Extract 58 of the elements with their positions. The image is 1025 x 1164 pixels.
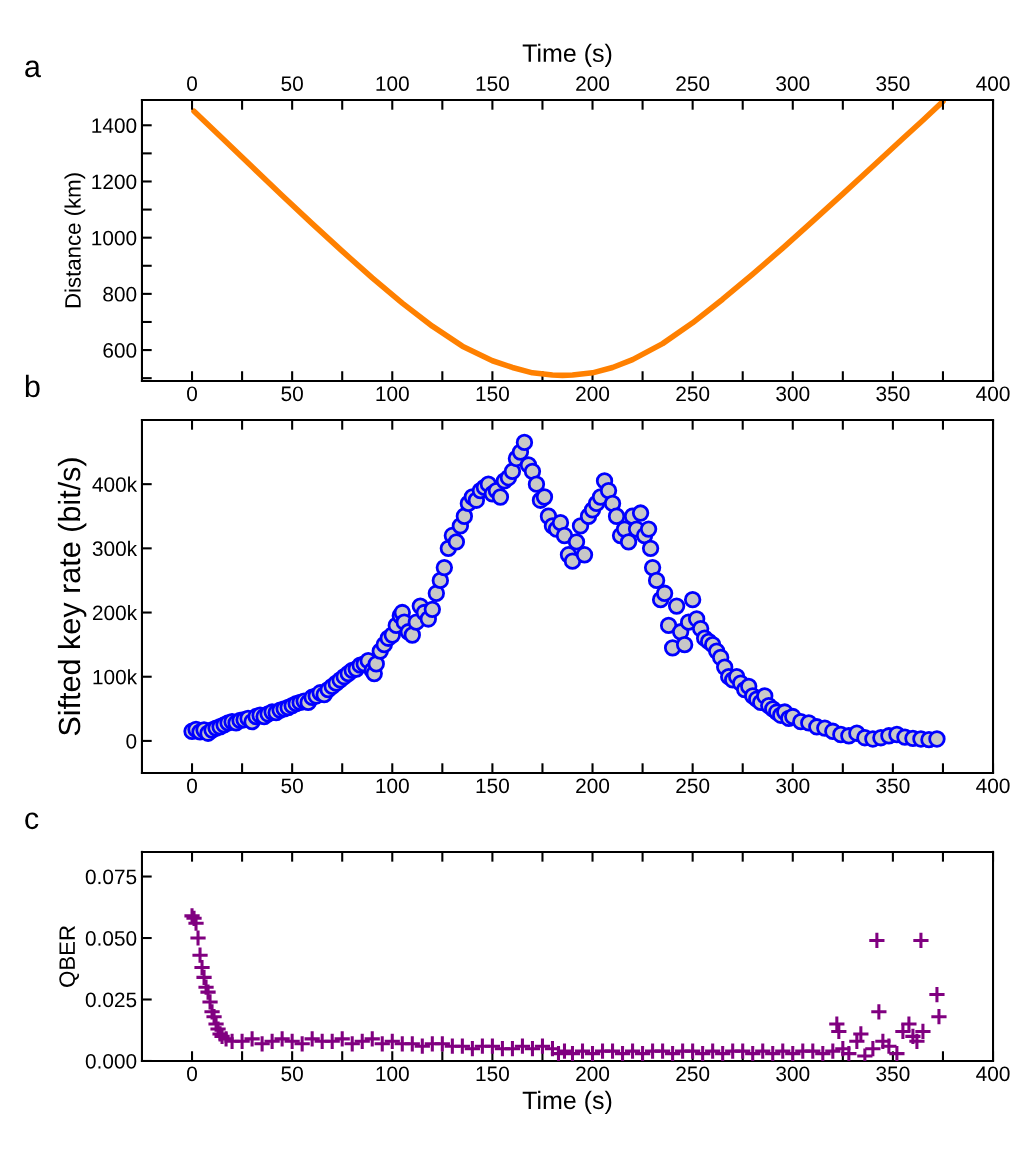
x-tick-label: 350 — [876, 778, 910, 794]
x-tick-label: 0 — [187, 778, 197, 794]
x-tick-label: 350 — [876, 1066, 910, 1082]
y-tick-label: 1400 — [92, 118, 137, 134]
x2-tick-label: 200 — [576, 76, 610, 92]
y-tick-label: 0.075 — [85, 869, 137, 885]
x-tick-label: 250 — [676, 386, 710, 402]
x-tick-label: 300 — [776, 778, 810, 794]
text: a — [25, 60, 41, 78]
x-tick-label: 200 — [576, 1066, 610, 1082]
x-tick-label: 250 — [676, 778, 710, 794]
text: c — [25, 812, 39, 830]
y-axis-title: QBER — [59, 926, 79, 987]
x2-tick-label: 50 — [281, 76, 303, 92]
x2-tick-label: 300 — [776, 76, 810, 92]
x2-tick-label: 350 — [876, 76, 910, 92]
x-tick-label: 300 — [776, 386, 810, 402]
x-axis-title: Time (s) — [522, 1090, 612, 1115]
x-tick-label: 400 — [976, 1066, 1010, 1082]
x-tick-label: 50 — [281, 1066, 303, 1082]
y-tick-label: 1200 — [92, 174, 137, 190]
x-tick-label: 100 — [376, 1066, 409, 1082]
y-axis-title: Distance (km) — [64, 173, 86, 308]
x-tick-label: 400 — [976, 778, 1010, 794]
x2-axis-title: Time (s) — [522, 43, 612, 67]
x-tick-label: 250 — [676, 1066, 710, 1082]
x2-tick-label: 250 — [676, 76, 710, 92]
x-tick-label: 0 — [187, 386, 197, 402]
x2-tick-label: 400 — [976, 76, 1010, 92]
x-tick-label: 0 — [187, 1066, 197, 1082]
x-tick-label: 400 — [976, 386, 1010, 402]
x-tick-label: 150 — [476, 1066, 509, 1082]
y-tick-label: 400k — [92, 476, 138, 492]
x-tick-label: 100 — [376, 386, 409, 402]
x-tick-label: 50 — [281, 778, 303, 794]
x-tick-label: 200 — [576, 386, 610, 402]
x2-tick-label: 100 — [376, 76, 409, 92]
y-tick-label: 0.050 — [85, 931, 137, 946]
y-tick-label: 100k — [93, 669, 138, 685]
y-axis-title: Sifted key rate (bit/s) — [57, 458, 87, 736]
y-tick-label: 200k — [92, 604, 138, 621]
x-tick-label: 50 — [281, 386, 303, 402]
x-tick-label: 300 — [776, 1066, 810, 1082]
y-tick-label: 600 — [103, 343, 137, 358]
x-tick-label: 150 — [476, 778, 509, 794]
y-tick-label: 0.000 — [85, 1053, 137, 1069]
y-tick-label: 800 — [103, 286, 137, 302]
x-tick-label: 200 — [576, 778, 610, 794]
x-tick-label: 100 — [376, 778, 409, 794]
x-tick-label: 150 — [476, 386, 509, 402]
y-tick-label: 300k — [92, 540, 138, 557]
y-tick-label: 0 — [126, 733, 137, 749]
text: b — [25, 374, 40, 398]
x2-tick-label: 150 — [476, 76, 509, 92]
y-tick-label: 0.025 — [85, 992, 137, 1008]
y-tick-label: 1000 — [92, 230, 137, 246]
x-tick-label: 350 — [876, 386, 910, 402]
x2-tick-label: 0 — [187, 76, 197, 92]
